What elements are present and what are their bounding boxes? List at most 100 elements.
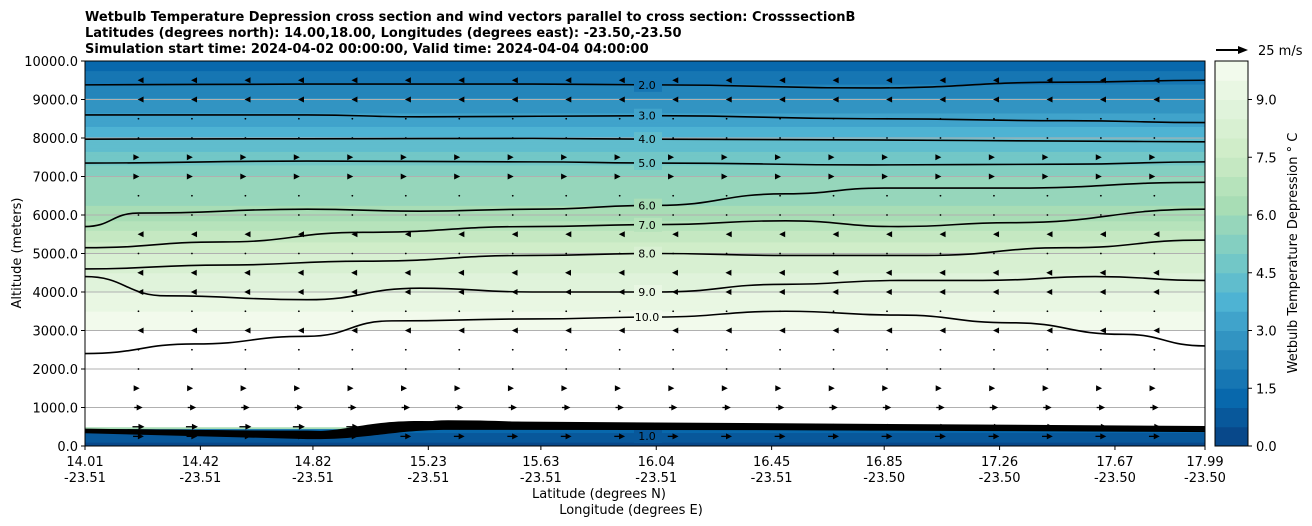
- wind-vector-head: [512, 423, 519, 430]
- wind-vector-head: [191, 433, 198, 440]
- wind-vector-head: [458, 77, 465, 84]
- wind-vector-head: [672, 327, 679, 334]
- wind-vector: [297, 310, 300, 313]
- field-band: [85, 278, 1205, 281]
- wind-vector-head: [191, 327, 198, 334]
- x-axis-ticks: 14.01-23.5114.42-23.5114.82-23.5115.23-2…: [64, 446, 1226, 486]
- field-band: [85, 392, 1205, 395]
- wind-vector-head: [1153, 231, 1160, 238]
- wind-vector: [351, 117, 354, 120]
- wind-vector: [618, 368, 621, 370]
- wind-vector: [404, 214, 407, 216]
- y-tick-label: 3000.0: [33, 325, 79, 340]
- wind-vector: [832, 368, 835, 370]
- wind-vector-head: [618, 96, 625, 103]
- field-band: [85, 107, 1205, 110]
- field-band: [85, 307, 1205, 310]
- field-band: [85, 382, 1205, 385]
- wind-vector-head: [138, 423, 145, 430]
- wind-vector-head: [351, 327, 358, 334]
- wind-vector: [1099, 194, 1102, 197]
- wind-vector-head: [297, 289, 304, 295]
- wind-vector-head: [993, 231, 1000, 238]
- wind-vector-head: [939, 289, 946, 295]
- wind-vector: [297, 252, 300, 255]
- wind-vector: [1153, 310, 1156, 313]
- wind-vector: [1099, 348, 1102, 351]
- wind-vector-head: [832, 269, 839, 276]
- contour-line: [84, 181, 1206, 228]
- x-axis-label-longitude: Longitude (degrees E): [559, 503, 703, 518]
- y-tick-label: 1000.0: [33, 402, 79, 417]
- wind-vector: [191, 194, 193, 197]
- field-band: [85, 401, 1205, 405]
- wind-vector-head: [458, 231, 465, 238]
- field-band: [85, 240, 1205, 243]
- wind-vector-head: [404, 269, 411, 276]
- wind-vector-head: [297, 96, 304, 103]
- colorbar-band: [1215, 195, 1248, 216]
- field-band: [85, 351, 1205, 355]
- wind-vector: [565, 348, 568, 351]
- wind-vector: [672, 214, 675, 216]
- field-band: [85, 407, 1205, 410]
- wind-vector-head: [939, 231, 946, 238]
- wind-vector: [1046, 310, 1049, 313]
- wind-vector: [191, 368, 193, 370]
- wind-vector: [1153, 117, 1156, 120]
- field-band: [85, 238, 1205, 241]
- wind-vector: [137, 214, 140, 216]
- wind-vector: [511, 368, 514, 370]
- colorbar-band: [1215, 426, 1248, 447]
- wind-vector: [618, 194, 621, 197]
- wind-vector: [458, 252, 461, 255]
- field-band: [85, 193, 1205, 197]
- wind-vector: [191, 137, 193, 139]
- wind-vector-head: [458, 289, 465, 295]
- field-band: [85, 355, 1205, 358]
- x-tick-label-lat: 14.01: [66, 455, 103, 470]
- wind-vector: [565, 137, 568, 139]
- wind-vector-head: [347, 154, 354, 161]
- field-band: [85, 334, 1205, 337]
- wind-vector-head: [133, 173, 140, 180]
- field-band: [85, 180, 1205, 183]
- wind-vector-head: [1153, 77, 1160, 84]
- wind-vector-head: [672, 231, 679, 238]
- wind-vector-head: [881, 173, 888, 180]
- field-band: [85, 170, 1205, 174]
- wind-vectors: [132, 77, 1161, 440]
- field-band: [85, 420, 1205, 424]
- contour-label: 2.0: [638, 79, 656, 92]
- wind-vector-head: [404, 289, 411, 295]
- wind-vector: [297, 214, 300, 216]
- wind-vector: [297, 117, 300, 120]
- wind-vector: [1153, 252, 1156, 255]
- wind-vector: [511, 348, 514, 351]
- field-band: [85, 340, 1205, 343]
- wind-vector: [672, 310, 675, 313]
- field-band: [85, 303, 1205, 306]
- wind-vector: [779, 214, 781, 216]
- field-band: [85, 168, 1205, 172]
- field-band: [85, 332, 1205, 335]
- wind-vector: [351, 137, 354, 139]
- colorbar-tick-label: 3.0: [1256, 325, 1277, 340]
- contour-label: 3.0: [638, 110, 656, 123]
- wind-vector-head: [565, 77, 572, 84]
- wind-vector: [993, 310, 995, 313]
- contour-label: 5.0: [638, 157, 656, 170]
- x-axis-label: Latitude (degrees N): [532, 487, 666, 502]
- contour-label-bg: [634, 246, 662, 261]
- wind-vector-head: [988, 173, 995, 180]
- field-band: [85, 359, 1205, 362]
- wind-vector: [244, 368, 247, 370]
- wind-vector-head: [1152, 404, 1159, 411]
- wind-vector: [458, 348, 461, 351]
- colorbar-band: [1215, 369, 1248, 389]
- wind-vector-head: [832, 231, 839, 238]
- wind-vector: [511, 117, 514, 120]
- wind-vector-head: [1095, 173, 1102, 180]
- wind-vector: [404, 117, 407, 120]
